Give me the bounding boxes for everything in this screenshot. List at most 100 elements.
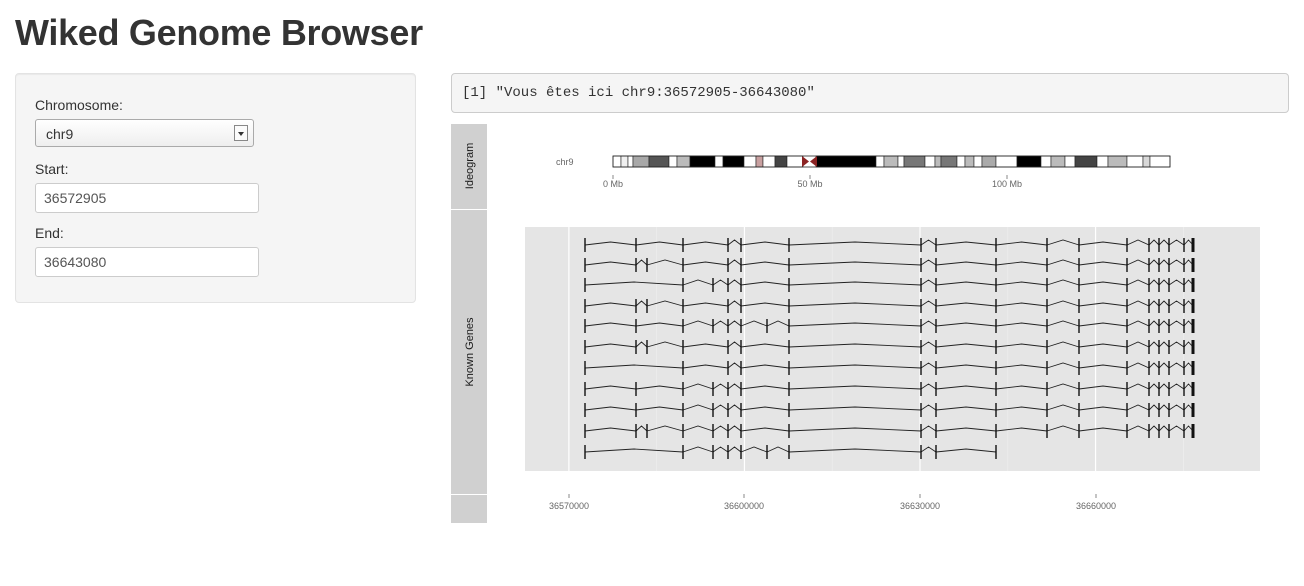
exon-mark — [1191, 258, 1195, 272]
exon-mark — [727, 403, 729, 417]
ideogram-band — [648, 155, 670, 168]
exon-mark — [727, 361, 729, 375]
ideogram-tick-label: 0 Mb — [603, 179, 623, 189]
exon-mark — [995, 445, 997, 459]
ideogram-band — [973, 155, 983, 168]
end-label: End: — [35, 225, 64, 241]
exon-mark — [1126, 403, 1128, 417]
exon-mark — [1148, 424, 1150, 438]
axis-strip — [451, 495, 487, 523]
x-axis-tick-label: 36570000 — [549, 501, 589, 511]
exon-mark — [1046, 278, 1048, 292]
transcript-intron-line — [584, 341, 1194, 348]
exon-mark — [740, 258, 742, 272]
exon-mark — [1046, 424, 1048, 438]
exon-mark — [935, 340, 937, 354]
exon-mark — [1191, 299, 1195, 313]
exon-mark — [1126, 319, 1128, 333]
centromere-marker — [810, 156, 817, 167]
exon-mark — [1168, 361, 1170, 375]
ideogram-band — [995, 155, 1018, 168]
exon-mark — [1148, 403, 1150, 417]
ideogram-band — [903, 155, 926, 168]
ideogram-band — [940, 155, 958, 168]
exon-mark — [584, 340, 586, 354]
exon-mark — [1046, 382, 1048, 396]
exon-mark — [920, 238, 922, 252]
exon-mark — [1078, 382, 1080, 396]
exon-mark — [788, 258, 790, 272]
exon-mark — [635, 238, 637, 252]
exon-mark — [1078, 299, 1080, 313]
ideogram-band — [1050, 155, 1066, 168]
ideogram-band — [714, 155, 724, 168]
exon-mark — [1191, 361, 1195, 375]
chromosome-label: Chromosome: — [35, 97, 123, 113]
exon-mark — [920, 424, 922, 438]
exon-mark — [682, 382, 684, 396]
exon-mark — [935, 445, 937, 459]
exon-mark — [712, 319, 714, 333]
chromosome-select-value: chr9 — [46, 126, 74, 142]
ideogram-band — [1107, 155, 1128, 168]
exon-mark — [788, 238, 790, 252]
exon-mark — [1191, 424, 1195, 438]
exon-mark — [1158, 382, 1160, 396]
ideogram-strip — [451, 124, 487, 209]
exon-mark — [920, 299, 922, 313]
exon-mark — [584, 278, 586, 292]
exon-mark — [1168, 319, 1170, 333]
exon-mark — [1168, 340, 1170, 354]
transcript-intron-line — [584, 320, 1194, 327]
ideogram-band — [964, 155, 975, 168]
start-input[interactable] — [35, 183, 259, 213]
exon-mark — [1183, 258, 1185, 272]
exon-mark — [1158, 361, 1160, 375]
ideogram-band — [1126, 155, 1144, 168]
exon-mark — [1183, 424, 1185, 438]
exon-mark — [1168, 403, 1170, 417]
ideogram-strip-label: Ideogram — [464, 143, 476, 189]
exon-mark — [682, 445, 684, 459]
ideogram-band — [620, 155, 629, 168]
exon-mark — [1191, 403, 1195, 417]
end-input[interactable] — [35, 247, 259, 277]
exon-mark — [920, 340, 922, 354]
exon-mark — [584, 403, 586, 417]
ideogram-tick-label: 50 Mb — [797, 179, 822, 189]
ideogram-band — [934, 155, 942, 168]
exon-mark — [1183, 403, 1185, 417]
genome-plot: Ideogram Known Genes chr9 0 Mb 50 Mb 100… — [451, 124, 1291, 524]
exon-mark — [1158, 258, 1160, 272]
exon-mark — [1126, 258, 1128, 272]
ideogram-band — [632, 155, 650, 168]
exon-mark — [1148, 238, 1150, 252]
exon-mark — [727, 319, 729, 333]
ideogram-band — [883, 155, 899, 168]
exon-mark — [682, 319, 684, 333]
transcript-intron-line — [584, 446, 997, 453]
exon-mark — [1191, 319, 1195, 333]
exon-mark — [788, 278, 790, 292]
exon-mark — [1183, 340, 1185, 354]
exon-mark — [788, 382, 790, 396]
exon-mark — [1126, 424, 1128, 438]
exon-mark — [727, 299, 729, 313]
chromosome-select[interactable]: chr9 — [35, 119, 254, 147]
exon-mark — [1158, 424, 1160, 438]
exon-mark — [740, 445, 742, 459]
exon-mark — [920, 319, 922, 333]
genes-gridlines — [568, 227, 1184, 471]
exon-mark — [1126, 238, 1128, 252]
exon-mark — [935, 403, 937, 417]
exon-mark — [584, 382, 586, 396]
exon-mark — [1078, 340, 1080, 354]
exon-mark — [1126, 382, 1128, 396]
exon-mark — [1168, 299, 1170, 313]
exon-mark — [1158, 299, 1160, 313]
transcript-intron-line — [584, 383, 1194, 390]
exon-mark — [935, 258, 937, 272]
exon-mark — [646, 258, 648, 272]
exon-mark — [727, 445, 729, 459]
chevron-down-icon[interactable] — [234, 125, 248, 141]
